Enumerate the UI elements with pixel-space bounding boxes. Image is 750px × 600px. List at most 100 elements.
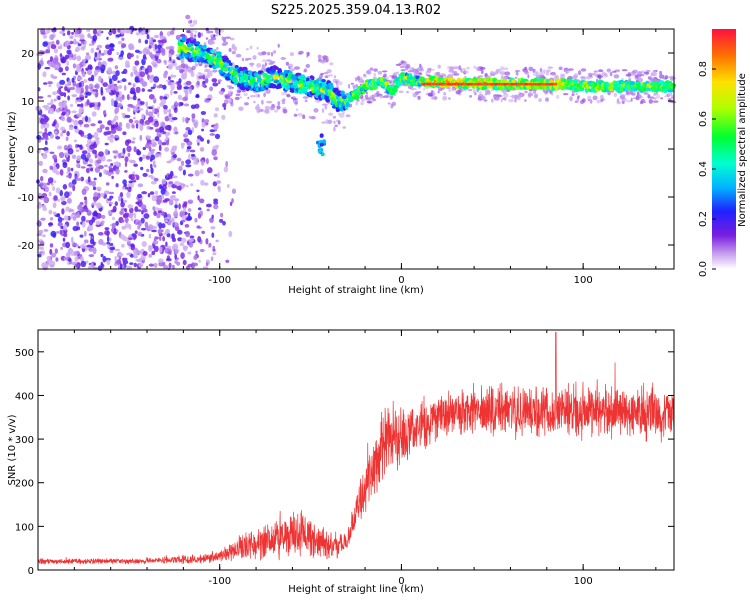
heatmap-cell bbox=[163, 72, 168, 79]
heatmap-cell bbox=[301, 87, 308, 92]
heatmap-cell bbox=[508, 99, 514, 103]
heatmap-cell bbox=[565, 67, 569, 71]
heatmap-cell bbox=[129, 53, 134, 58]
heatmap-cell bbox=[140, 166, 144, 171]
heatmap-cell bbox=[111, 120, 115, 126]
heatmap-cell bbox=[67, 89, 71, 93]
heatmap-cell bbox=[163, 104, 168, 110]
heatmap-cell bbox=[115, 70, 120, 77]
colorbar: 0.0 0.2 0.4 0.6 0.8 Normalized spectral ampl… bbox=[698, 29, 748, 277]
heatmap-cell bbox=[203, 119, 210, 123]
heatmap-cell bbox=[134, 230, 138, 234]
heatmap-cell bbox=[124, 208, 127, 213]
heatmap-cell bbox=[115, 106, 120, 114]
heatmap-cell bbox=[213, 198, 219, 202]
heatmap-cell bbox=[111, 74, 118, 82]
heatmap-cell bbox=[179, 41, 184, 47]
heatmap-cell bbox=[187, 263, 193, 267]
heatmap-cell bbox=[153, 99, 156, 104]
heatmap-cell bbox=[253, 100, 256, 104]
heatmap-cell bbox=[361, 79, 365, 84]
heatmap-cell bbox=[585, 75, 591, 80]
heatmap-cell bbox=[61, 116, 66, 122]
heatmap-cell bbox=[350, 82, 354, 85]
heatmap-cell bbox=[174, 131, 178, 135]
heatmap-cell bbox=[228, 48, 232, 52]
heatmap-cell bbox=[200, 160, 205, 166]
heatmap-cell bbox=[251, 77, 256, 83]
heatmap-cell bbox=[180, 252, 185, 259]
heatmap-cell bbox=[170, 74, 174, 78]
heatmap-cell bbox=[178, 64, 182, 71]
heatmap-cell bbox=[149, 126, 154, 130]
heatmap-cell bbox=[86, 210, 92, 216]
heatmap-cell bbox=[59, 229, 63, 235]
heatmap-cell bbox=[189, 24, 195, 27]
heatmap-points bbox=[35, 14, 677, 272]
heatmap-cell bbox=[122, 199, 128, 203]
heatmap-cell bbox=[469, 95, 473, 98]
heatmap-cell bbox=[80, 256, 84, 262]
heatmap-cell bbox=[49, 217, 54, 221]
heatmap-cell bbox=[380, 95, 383, 99]
heatmap-cell bbox=[308, 115, 311, 119]
heatmap-cell bbox=[587, 72, 593, 76]
heatmap-cell bbox=[88, 254, 95, 258]
heatmap-cell bbox=[126, 240, 131, 244]
heatmap-cell bbox=[144, 221, 149, 229]
heatmap-cell bbox=[139, 156, 143, 162]
heatmap-cell bbox=[669, 77, 675, 81]
heatmap-cell bbox=[67, 95, 70, 101]
heatmap-cell bbox=[182, 259, 187, 266]
heatmap-cell bbox=[187, 199, 194, 204]
heatmap-cell bbox=[185, 159, 192, 165]
heatmap-cell bbox=[124, 156, 129, 163]
heatmap-cell bbox=[173, 222, 179, 228]
heatmap-cell bbox=[157, 139, 162, 145]
heatmap-cell bbox=[190, 153, 196, 157]
heatmap-cell bbox=[170, 89, 173, 96]
heatmap-cell bbox=[363, 73, 366, 76]
heatmap-cell bbox=[78, 107, 85, 113]
heatmap-cell bbox=[123, 85, 127, 91]
heatmap-cell bbox=[148, 66, 153, 71]
heatmap-cell bbox=[86, 164, 93, 167]
heatmap-cell bbox=[332, 115, 336, 119]
heatmap-cell bbox=[121, 37, 125, 41]
heatmap-cell bbox=[266, 78, 272, 83]
heatmap-cell bbox=[198, 44, 203, 49]
heatmap-cell bbox=[90, 123, 96, 127]
heatmap-cell bbox=[133, 252, 138, 258]
heatmap-cell bbox=[131, 124, 135, 129]
heatmap-cell bbox=[53, 98, 57, 102]
heatmap-cell bbox=[321, 108, 325, 113]
heatmap-cell bbox=[98, 172, 102, 178]
heatmap-cell bbox=[299, 74, 306, 80]
heatmap-cell bbox=[209, 40, 215, 45]
heatmap-cell bbox=[147, 73, 150, 81]
heatmap-cell bbox=[116, 52, 120, 55]
heatmap-cell bbox=[50, 74, 54, 78]
heatmap-cell bbox=[528, 66, 534, 72]
heatmap-cell bbox=[185, 164, 192, 168]
heatmap-cell bbox=[71, 236, 74, 243]
heatmap-cell bbox=[76, 103, 82, 107]
heatmap-cell bbox=[324, 104, 328, 110]
heatmap-cell bbox=[522, 68, 528, 71]
heatmap-cell bbox=[212, 245, 215, 251]
heatmap-cell bbox=[49, 248, 53, 255]
heatmap-cell bbox=[47, 44, 50, 51]
heatmap-cell bbox=[78, 119, 84, 125]
heatmap-cell bbox=[169, 56, 172, 62]
heatmap-cell bbox=[473, 88, 476, 94]
heatmap-cell bbox=[139, 77, 143, 83]
heatmap-cell bbox=[129, 207, 134, 214]
heatmap-cell bbox=[94, 166, 101, 173]
heatmap-cell bbox=[48, 222, 54, 226]
heatmap-cell bbox=[183, 138, 190, 143]
heatmap-cell bbox=[83, 239, 89, 244]
heatmap-cell bbox=[79, 96, 85, 101]
heatmap-cell bbox=[539, 67, 543, 72]
heatmap-cell bbox=[59, 126, 66, 131]
heatmap-cell bbox=[228, 98, 232, 103]
